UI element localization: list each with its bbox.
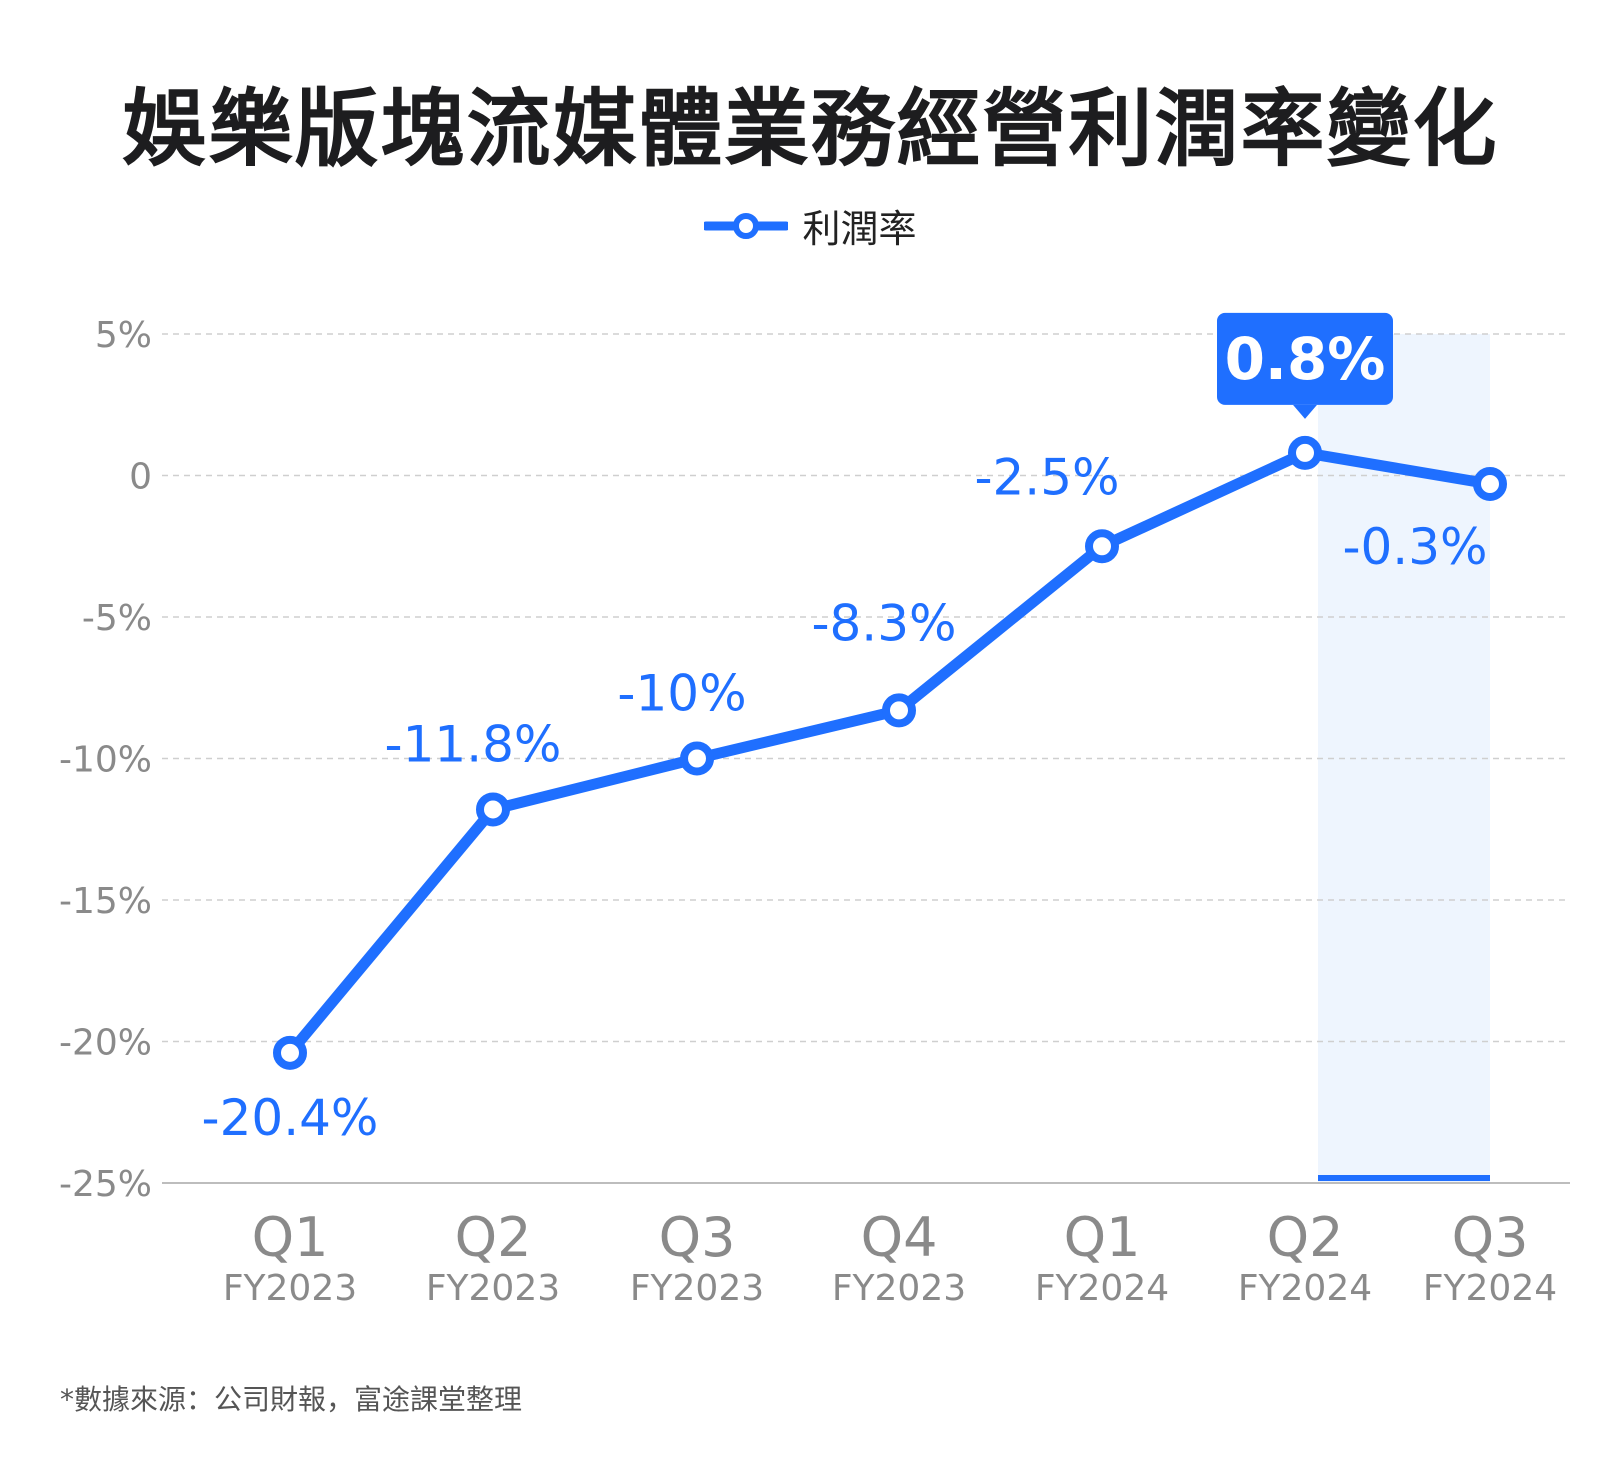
x-tick-quarter: Q3 bbox=[1452, 1206, 1529, 1269]
x-tick-year: FY2024 bbox=[1423, 1268, 1557, 1309]
highlight-callout-pointer bbox=[1293, 404, 1317, 419]
x-tick-year: FY2024 bbox=[1238, 1268, 1372, 1309]
data-label: -2.5% bbox=[974, 448, 1119, 506]
chart-title: 娛樂版塊流媒體業務經營利潤率變化 bbox=[122, 80, 1499, 178]
x-tick-year: FY2023 bbox=[426, 1268, 560, 1309]
data-point bbox=[273, 1035, 307, 1070]
x-tick-quarter: Q1 bbox=[252, 1206, 329, 1269]
x-tick-quarter: Q2 bbox=[455, 1206, 532, 1269]
data-point bbox=[476, 792, 510, 827]
x-tick-quarter: Q1 bbox=[1064, 1206, 1141, 1269]
shaded-period-baseline bbox=[1318, 1175, 1490, 1181]
x-tick-year: FY2024 bbox=[1035, 1268, 1169, 1309]
data-point bbox=[1473, 466, 1507, 501]
y-tick-label: -10% bbox=[59, 740, 152, 781]
data-point bbox=[1085, 529, 1119, 564]
data-label: -0.3% bbox=[1342, 518, 1487, 576]
data-label: -11.8% bbox=[385, 715, 562, 773]
x-tick-year: FY2023 bbox=[832, 1268, 966, 1309]
data-label: -10% bbox=[617, 665, 746, 723]
x-tick-year: FY2023 bbox=[630, 1268, 764, 1309]
x-tick-quarter: Q3 bbox=[659, 1206, 736, 1269]
data-label: -20.4% bbox=[202, 1089, 379, 1147]
data-point bbox=[680, 741, 714, 776]
y-tick-label: 5% bbox=[95, 315, 152, 356]
data-point bbox=[1288, 435, 1322, 470]
x-tick-quarter: Q4 bbox=[861, 1206, 938, 1269]
legend-label: 利潤率 bbox=[802, 207, 917, 251]
x-tick-year: FY2023 bbox=[223, 1268, 357, 1309]
data-label-highlight: 0.8% bbox=[1225, 325, 1386, 393]
source-note: *數據來源：公司財報，富途課堂整理 bbox=[60, 1383, 523, 1416]
legend-line-marker-icon bbox=[704, 212, 789, 239]
y-tick-label: -15% bbox=[59, 881, 152, 922]
x-tick-quarter: Q2 bbox=[1267, 1206, 1344, 1269]
data-point bbox=[882, 693, 916, 728]
highlight-callout bbox=[1217, 312, 1393, 405]
y-tick-label: -25% bbox=[59, 1164, 152, 1205]
data-label: -8.3% bbox=[811, 594, 956, 652]
y-tick-label: -20% bbox=[59, 1023, 152, 1064]
y-tick-label: 0 bbox=[129, 457, 152, 498]
legend: 利潤率 bbox=[0, 198, 1621, 253]
y-tick-label: -5% bbox=[82, 598, 152, 639]
